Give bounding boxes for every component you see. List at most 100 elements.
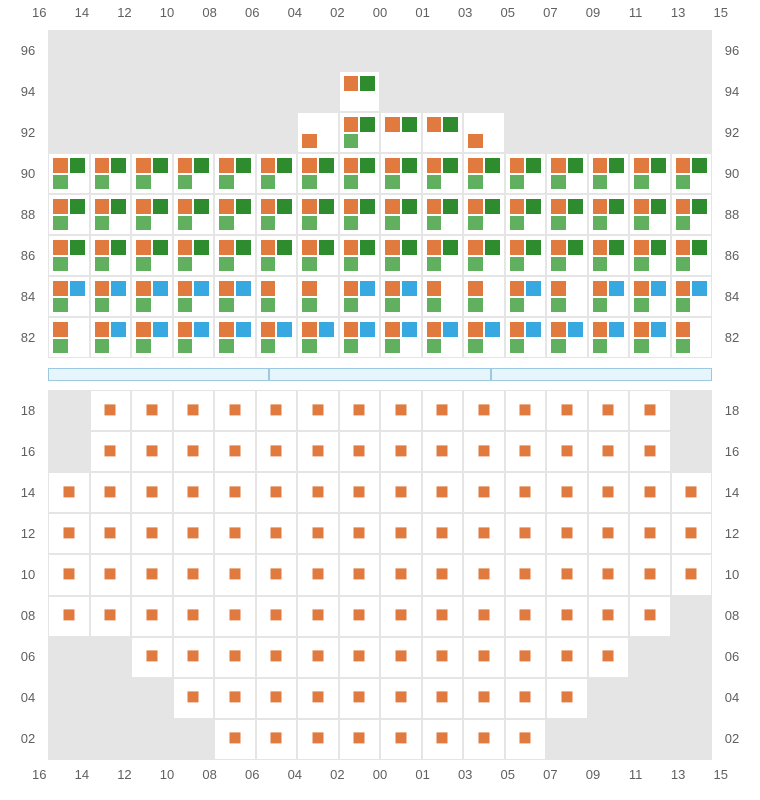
lower-cell[interactable] xyxy=(380,390,422,431)
lower-cell[interactable] xyxy=(173,637,215,678)
upper-cell[interactable] xyxy=(463,112,505,153)
lower-cell[interactable] xyxy=(131,390,173,431)
upper-cell[interactable] xyxy=(463,194,505,235)
lower-cell[interactable] xyxy=(214,472,256,513)
upper-cell[interactable] xyxy=(256,153,298,194)
upper-cell[interactable] xyxy=(48,235,90,276)
lower-cell[interactable] xyxy=(256,513,298,554)
upper-cell[interactable] xyxy=(339,276,381,317)
lower-cell[interactable] xyxy=(339,596,381,637)
upper-cell[interactable] xyxy=(90,317,132,358)
lower-cell[interactable] xyxy=(214,719,256,760)
upper-cell[interactable] xyxy=(48,194,90,235)
lower-cell[interactable] xyxy=(380,596,422,637)
lower-cell[interactable] xyxy=(463,596,505,637)
upper-cell[interactable] xyxy=(588,194,630,235)
upper-cell[interactable] xyxy=(297,194,339,235)
lower-cell[interactable] xyxy=(588,472,630,513)
upper-cell[interactable] xyxy=(463,153,505,194)
upper-cell[interactable] xyxy=(297,112,339,153)
lower-cell[interactable] xyxy=(380,431,422,472)
upper-cell[interactable] xyxy=(90,153,132,194)
lower-cell[interactable] xyxy=(422,390,464,431)
upper-cell[interactable] xyxy=(90,276,132,317)
lower-cell[interactable] xyxy=(422,431,464,472)
upper-cell[interactable] xyxy=(256,194,298,235)
upper-cell[interactable] xyxy=(380,235,422,276)
lower-cell[interactable] xyxy=(546,513,588,554)
lower-cell[interactable] xyxy=(214,431,256,472)
lower-cell[interactable] xyxy=(505,554,547,595)
lower-cell[interactable] xyxy=(256,719,298,760)
upper-cell[interactable] xyxy=(297,235,339,276)
lower-cell[interactable] xyxy=(422,554,464,595)
lower-cell[interactable] xyxy=(588,390,630,431)
upper-cell[interactable] xyxy=(629,153,671,194)
upper-cell[interactable] xyxy=(671,235,713,276)
lower-cell[interactable] xyxy=(380,472,422,513)
upper-cell[interactable] xyxy=(339,235,381,276)
lower-cell[interactable] xyxy=(90,554,132,595)
lower-cell[interactable] xyxy=(214,390,256,431)
lower-cell[interactable] xyxy=(214,554,256,595)
lower-cell[interactable] xyxy=(297,431,339,472)
upper-cell[interactable] xyxy=(131,276,173,317)
lower-cell[interactable] xyxy=(297,719,339,760)
lower-cell[interactable] xyxy=(48,554,90,595)
upper-cell[interactable] xyxy=(214,194,256,235)
upper-cell[interactable] xyxy=(463,235,505,276)
lower-cell[interactable] xyxy=(422,719,464,760)
upper-cell[interactable] xyxy=(214,317,256,358)
lower-cell[interactable] xyxy=(422,678,464,719)
lower-cell[interactable] xyxy=(173,678,215,719)
lower-cell[interactable] xyxy=(505,719,547,760)
upper-cell[interactable] xyxy=(90,235,132,276)
upper-cell[interactable] xyxy=(629,235,671,276)
lower-cell[interactable] xyxy=(297,678,339,719)
upper-cell[interactable] xyxy=(256,276,298,317)
upper-cell[interactable] xyxy=(629,317,671,358)
lower-cell[interactable] xyxy=(339,637,381,678)
upper-cell[interactable] xyxy=(463,276,505,317)
lower-cell[interactable] xyxy=(463,472,505,513)
upper-cell[interactable] xyxy=(671,153,713,194)
upper-cell[interactable] xyxy=(297,153,339,194)
upper-cell[interactable] xyxy=(546,317,588,358)
lower-cell[interactable] xyxy=(256,678,298,719)
lower-cell[interactable] xyxy=(422,637,464,678)
lower-cell[interactable] xyxy=(173,554,215,595)
upper-cell[interactable] xyxy=(671,194,713,235)
upper-cell[interactable] xyxy=(131,194,173,235)
lower-cell[interactable] xyxy=(380,637,422,678)
lower-cell[interactable] xyxy=(131,596,173,637)
upper-cell[interactable] xyxy=(173,153,215,194)
lower-cell[interactable] xyxy=(339,513,381,554)
upper-cell[interactable] xyxy=(546,194,588,235)
lower-cell[interactable] xyxy=(422,596,464,637)
lower-cell[interactable] xyxy=(463,431,505,472)
lower-cell[interactable] xyxy=(546,637,588,678)
lower-cell[interactable] xyxy=(131,637,173,678)
upper-cell[interactable] xyxy=(131,317,173,358)
lower-cell[interactable] xyxy=(671,472,713,513)
lower-cell[interactable] xyxy=(546,472,588,513)
upper-cell[interactable] xyxy=(422,235,464,276)
lower-cell[interactable] xyxy=(90,431,132,472)
upper-cell[interactable] xyxy=(422,276,464,317)
upper-cell[interactable] xyxy=(214,276,256,317)
lower-cell[interactable] xyxy=(546,678,588,719)
lower-cell[interactable] xyxy=(588,554,630,595)
lower-cell[interactable] xyxy=(256,596,298,637)
upper-cell[interactable] xyxy=(339,153,381,194)
upper-cell[interactable] xyxy=(48,153,90,194)
upper-cell[interactable] xyxy=(588,317,630,358)
upper-cell[interactable] xyxy=(380,276,422,317)
upper-cell[interactable] xyxy=(380,194,422,235)
upper-cell[interactable] xyxy=(256,317,298,358)
upper-cell[interactable] xyxy=(422,153,464,194)
lower-cell[interactable] xyxy=(463,513,505,554)
lower-cell[interactable] xyxy=(339,390,381,431)
upper-cell[interactable] xyxy=(173,194,215,235)
upper-cell[interactable] xyxy=(671,276,713,317)
upper-cell[interactable] xyxy=(505,317,547,358)
